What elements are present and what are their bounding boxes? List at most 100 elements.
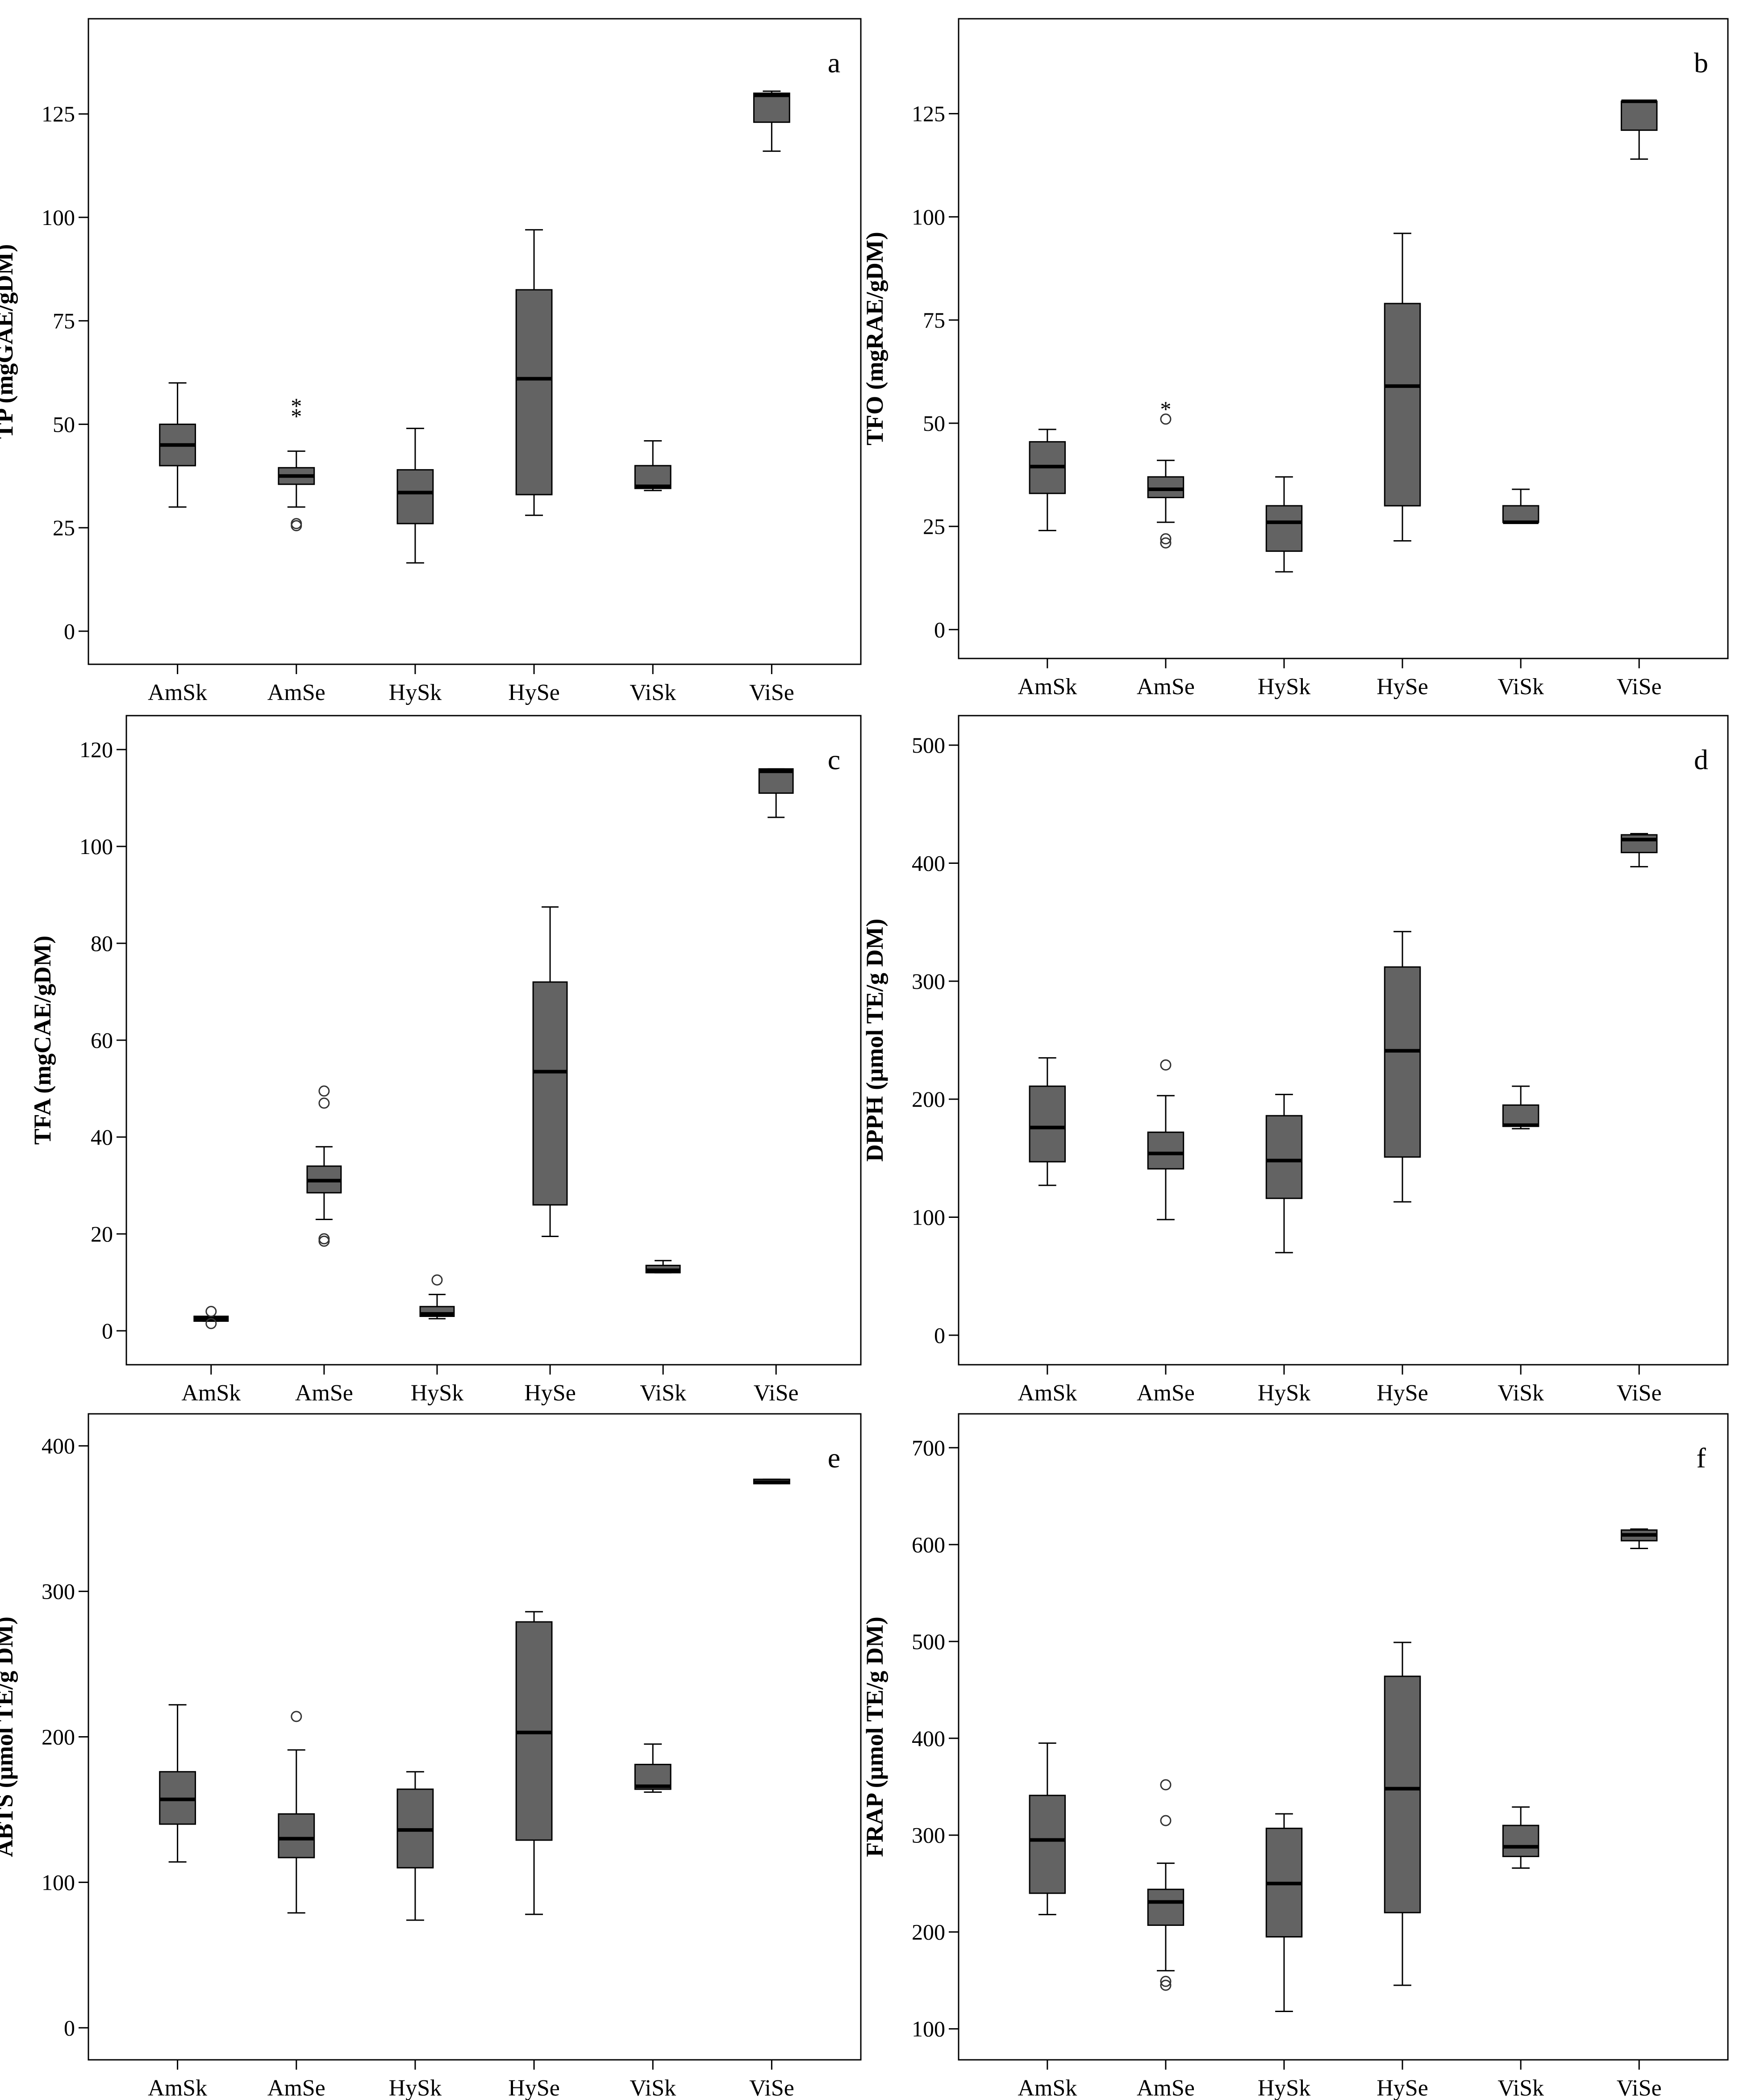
x-tick-label: HySe	[508, 680, 560, 705]
box-ViSk	[1502, 1085, 1539, 1129]
x-tick-label: AmSk	[148, 2075, 207, 2100]
plot-frame	[958, 1413, 1729, 2061]
box-HySe	[1384, 1642, 1421, 1986]
y-tick-label: 125	[912, 101, 945, 126]
y-tick-label: 300	[912, 1823, 945, 1848]
outlier-point	[318, 1235, 330, 1247]
panel-b: 0 25 50 75 100 125 AmSk AmSe HySk HySe ViSk ViSe TFO…	[861, 18, 1729, 700]
y-axis-title: FRAP (µmol TE/g DM)	[861, 1617, 888, 1857]
box-AmSk	[159, 1704, 196, 1863]
y-tick-label: 300	[42, 1579, 75, 1604]
box-AmSk	[1029, 1057, 1066, 1186]
y-tick-label: 100	[912, 2017, 945, 2042]
y-tick-label: 125	[42, 101, 75, 126]
y-tick-label: 50	[923, 411, 945, 436]
y-tick-label: 100	[79, 834, 113, 859]
x-tick-label: AmSe	[1137, 674, 1195, 700]
y-tick-label: 200	[42, 1725, 75, 1750]
outlier-point	[318, 1233, 330, 1245]
x-tick-label: ViSk	[1498, 2075, 1544, 2100]
box-HySk	[1265, 1094, 1303, 1254]
x-tick-label: HySe	[1377, 2075, 1428, 2100]
x-tick-label: ViSe	[754, 1380, 799, 1406]
iqr-box	[1384, 1675, 1421, 1913]
x-tick-label: HySe	[524, 1380, 576, 1406]
x-tick-label: ViSe	[749, 2075, 794, 2100]
box-AmSe	[306, 1085, 342, 1247]
box-ViSk	[645, 1260, 681, 1274]
iqr-box	[1147, 1888, 1185, 1926]
box-ViSe	[1620, 833, 1658, 867]
x-tick-label: ViSe	[749, 680, 794, 705]
x-tick-label: AmSe	[1137, 2075, 1195, 2100]
panel-e: 0 100 200 300 400 AmSk AmSe HySk HySe ViSk ViSe ABT…	[0, 1413, 862, 2100]
y-tick-label: 0	[64, 2015, 75, 2040]
y-tick-label: 600	[912, 1532, 945, 1557]
y-tick-label: 0	[934, 617, 945, 642]
y-axis-title: TP (mgGAE/gDM)	[0, 244, 18, 439]
plot-frame	[88, 18, 862, 665]
x-tick-label: ViSk	[1498, 1380, 1544, 1406]
outlier-point	[291, 1711, 302, 1722]
box-AmSe	[1147, 1779, 1185, 1991]
y-tick-label: 0	[934, 1323, 945, 1348]
y-tick-label: 400	[912, 1726, 945, 1751]
panel-letter: e	[828, 1442, 840, 1474]
y-tick-label: 60	[91, 1028, 113, 1053]
iqr-box	[278, 1813, 315, 1858]
box-HySk	[1265, 476, 1303, 573]
iqr-box	[1502, 1825, 1539, 1857]
box-HySk	[396, 1771, 434, 1921]
outlier-point	[1160, 533, 1172, 545]
x-tick-label: ViSe	[1617, 1380, 1662, 1406]
box-HySe	[1384, 931, 1421, 1203]
iqr-box	[1147, 476, 1185, 498]
y-tick-label: 75	[53, 308, 75, 333]
y-tick-label: 25	[923, 514, 945, 539]
y-tick-label: 400	[42, 1433, 75, 1458]
iqr-box	[1147, 1131, 1185, 1170]
box-ViSe	[758, 768, 794, 818]
panel-letter: a	[828, 47, 840, 79]
x-tick-label: AmSk	[148, 680, 207, 705]
iqr-box	[1384, 966, 1421, 1158]
box-HySe	[515, 229, 553, 516]
box-ViSe	[753, 90, 790, 152]
panel-c: 0 20 40 60 80 100 120 AmSk AmSe HySk HySe ViSk ViSe T…	[29, 715, 862, 1406]
x-tick-label: ViSk	[1498, 674, 1544, 700]
box-ViSk	[634, 1743, 672, 1793]
iqr-box	[515, 289, 553, 496]
outlier-point	[431, 1274, 443, 1286]
x-tick-label: AmSk	[1018, 1380, 1077, 1406]
x-tick-label: HySk	[1258, 1380, 1310, 1406]
y-tick-label: 300	[912, 969, 945, 994]
y-tick-label: 75	[923, 308, 945, 333]
y-tick-label: 700	[912, 1435, 945, 1460]
x-tick-label: AmSk	[1018, 2075, 1077, 2100]
iqr-box	[1502, 505, 1539, 523]
y-tick-label: 0	[64, 619, 75, 644]
outlier-point	[1160, 1975, 1172, 1987]
iqr-box	[1620, 834, 1658, 854]
y-tick-label: 100	[42, 205, 75, 230]
x-tick-label: HySk	[389, 2075, 442, 2100]
y-axis-title: TFA (mgCAE/gDM)	[29, 936, 56, 1145]
outlier-point	[291, 518, 302, 529]
x-tick-label: AmSe	[267, 2075, 325, 2100]
panel-letter: b	[1694, 47, 1708, 79]
outlier-point	[1160, 537, 1172, 549]
iqr-box	[396, 469, 434, 525]
y-tick-label: 50	[53, 412, 75, 437]
iqr-box	[1029, 1085, 1066, 1162]
panel-letter: c	[828, 744, 840, 775]
outlier-point	[205, 1318, 217, 1329]
x-tick-label: AmSe	[1137, 1380, 1195, 1406]
y-tick-label: 40	[91, 1125, 113, 1150]
panel-letter: d	[1694, 744, 1708, 775]
x-tick-label: ViSk	[630, 680, 676, 705]
y-tick-label: 20	[91, 1221, 113, 1246]
y-axis-title: ABTS (µmol TE/g DM)	[0, 1617, 18, 1857]
box-HySe	[532, 906, 568, 1237]
panel-a: 0 25 50 75 100 125 AmSk AmSe HySk HySe ViSk ViSe TP …	[0, 18, 862, 705]
